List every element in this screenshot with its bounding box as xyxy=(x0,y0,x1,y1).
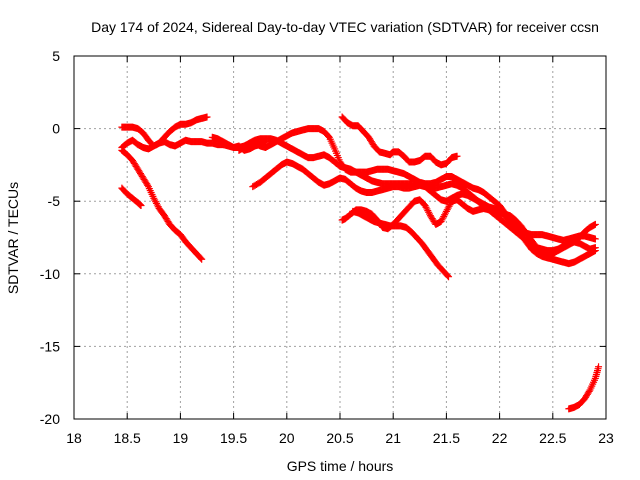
data-point xyxy=(203,113,211,121)
x-tick-label: 22 xyxy=(492,430,508,446)
series-track-11 xyxy=(565,363,603,413)
plot-frame xyxy=(73,55,607,420)
data-point xyxy=(591,235,599,243)
chart-title: Day 174 of 2024, Sidereal Day-to-day VTE… xyxy=(91,19,599,35)
y-tick-label: -5 xyxy=(48,193,61,209)
x-axis-label: GPS time / hours xyxy=(287,458,394,474)
x-tick-label: 19 xyxy=(173,430,189,446)
x-tick-label: 20.5 xyxy=(326,430,353,446)
x-tick-label: 18.5 xyxy=(114,430,141,446)
series-track-2 xyxy=(118,113,211,150)
data-point xyxy=(197,254,205,262)
data-point xyxy=(445,273,453,281)
x-tick-label: 19.5 xyxy=(220,430,247,446)
series-track-9 xyxy=(338,113,461,169)
data-point xyxy=(453,152,461,160)
y-tick-label: 0 xyxy=(52,121,60,137)
x-tick-label: 20 xyxy=(279,430,295,446)
y-tick-labels: 5 0 -5 -10 -15 -20 xyxy=(40,48,60,427)
plot-area xyxy=(118,113,603,413)
x-tick-labels: 18 18.5 19 19.5 20 20.5 21 21.5 22 22.5 23 xyxy=(66,430,614,446)
data-point xyxy=(591,244,599,252)
series-track-4 xyxy=(118,184,145,210)
series-track-3 xyxy=(118,146,206,263)
axis-ticks xyxy=(73,55,607,420)
x-tick-label: 18 xyxy=(66,430,82,446)
y-tick-label: 5 xyxy=(52,48,60,64)
data-point xyxy=(198,255,206,263)
y-tick-label: -10 xyxy=(40,266,60,282)
y-tick-label: -20 xyxy=(40,411,60,427)
x-tick-label: 21.5 xyxy=(433,430,460,446)
y-tick-label: -15 xyxy=(40,338,60,354)
data-point xyxy=(444,272,452,280)
series-track-10 xyxy=(349,207,453,281)
y-axis-label: SDTVAR / TECUs xyxy=(5,182,21,294)
data-point xyxy=(595,363,603,371)
data-point xyxy=(137,202,145,210)
x-tick-label: 21 xyxy=(385,430,401,446)
data-point xyxy=(591,220,599,228)
x-tick-label: 22.5 xyxy=(539,430,566,446)
x-tick-label: 23 xyxy=(598,430,614,446)
